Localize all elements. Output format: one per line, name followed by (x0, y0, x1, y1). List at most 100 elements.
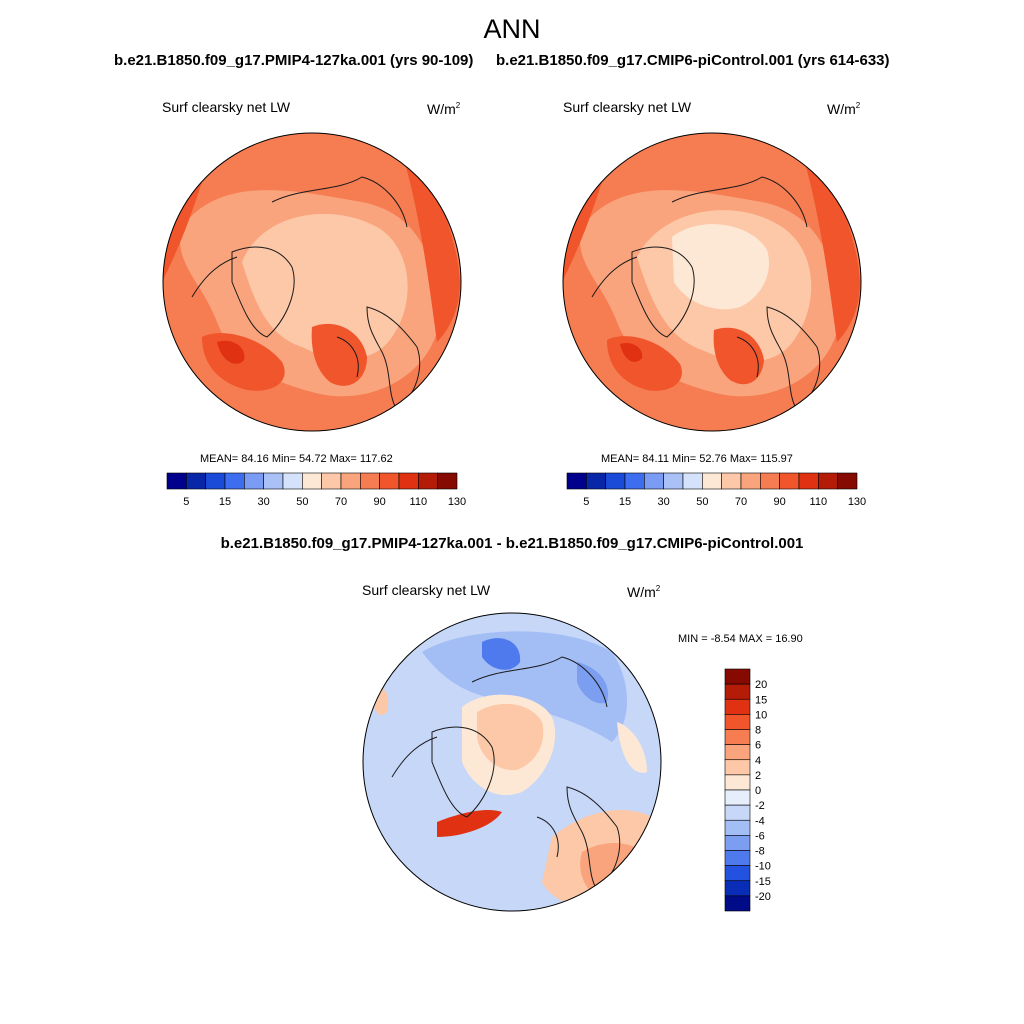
panel1-field-band-100b (311, 323, 367, 386)
panel3-colorbar-swatch (724, 835, 751, 851)
panel1-field-band-pacific (402, 152, 460, 342)
panel3-colorbar-tick-label: -15 (755, 876, 771, 888)
panel2-map-border (562, 132, 862, 432)
panel3-coastline-greenland (431, 726, 495, 818)
panel1-units: W/m2 (427, 101, 461, 117)
panel3-colorbar-tick-label: -2 (755, 800, 765, 812)
panel2-field-band-110 (620, 342, 643, 362)
panel2-colorbar-swatch (760, 472, 780, 490)
panel3-colorbar-tick-label: 6 (755, 740, 761, 752)
panel3-colorbar-tick-label: 15 (755, 694, 767, 706)
panel3-colorbar-tick-label: -10 (755, 861, 771, 873)
panel3-colorbar-tick-label: 20 (755, 679, 767, 691)
panel2-colorbar-swatch (721, 472, 742, 490)
panel3-colorbar-swatch (724, 683, 751, 700)
panel3-colorbar-tick-label: 10 (755, 709, 767, 721)
panel3-colorbar-tick-label: 4 (755, 755, 761, 767)
right-case-title: b.e21.B1850.f09_g17.CMIP6-piControl.001 … (496, 52, 890, 69)
panel1-colorbar-swatch (166, 472, 187, 490)
panel1-polar-map (162, 132, 462, 432)
panel2-colorbar-swatch (818, 472, 838, 490)
panel2-colorbar-swatch (682, 472, 703, 490)
panel1-stats: MEAN= 84.16 Min= 54.72 Max= 117.62 (200, 453, 393, 465)
panel1-colorbar-swatch (263, 472, 284, 490)
figure-title: ANN (483, 14, 541, 44)
panel2-colorbar-swatch (605, 472, 626, 490)
panel2-field-band-pacific (802, 152, 860, 342)
panel2-colorbar-tick-label: 110 (810, 496, 828, 508)
panel1-coastline-misc (191, 176, 408, 378)
panel2-units: W/m2 (827, 101, 861, 117)
panel3-colorbar-swatch (724, 774, 751, 791)
panel3-colorbar-swatch (724, 789, 751, 806)
panel1-colorbar-swatch (244, 472, 264, 490)
panel1-colorbar-swatch (205, 472, 226, 490)
panel3-colorbar-swatch (724, 865, 751, 882)
panel2-colorbar-tick-label: 130 (848, 496, 866, 508)
panel2-colorbar-swatch (644, 472, 664, 490)
panel3-field-neg-pacific (422, 631, 627, 742)
panel1-colorbar-swatch (340, 472, 361, 490)
panel3-field-neg-strong (482, 638, 521, 670)
panel2-polar-map (562, 132, 862, 432)
panel3-polar-map (362, 612, 662, 912)
panel1-colorbar-tick-label: 130 (448, 496, 466, 508)
panel1-colorbar: 5 15 30 50 70 90 110 130 (166, 472, 466, 508)
panel2-field-band-west (563, 182, 602, 282)
panel2-colorbar-tick-label: 70 (735, 496, 747, 508)
panel1-colorbar-swatch (321, 472, 342, 490)
panel1-colorbar-swatch (398, 472, 419, 490)
panel1-colorbar-swatch (186, 472, 206, 490)
panel2-stats: MEAN= 84.11 Min= 52.76 Max= 115.97 (601, 453, 793, 465)
panel3-variable-label: Surf clearsky net LW (362, 582, 491, 598)
panel3-field-pos-east (617, 722, 647, 773)
panel3-stats: MIN = -8.54 MAX = 16.90 (678, 633, 803, 645)
panel2-colorbar-tick-label: 30 (658, 496, 670, 508)
panel2-colorbar-tick-label: 5 (583, 496, 589, 508)
panel2-variable-label: Surf clearsky net LW (563, 99, 692, 115)
panel3-colorbar-tick-label: -4 (755, 815, 765, 827)
panel3-colorbar-swatch (724, 714, 751, 730)
panel2-colorbar-swatch (837, 472, 858, 490)
panel2-colorbar-tick-label: 50 (696, 496, 708, 508)
panel2-coastline-misc (591, 176, 808, 378)
panel3-colorbar-swatch (724, 744, 751, 761)
panel2-colorbar-swatch (779, 472, 800, 490)
panel3-colorbar-swatch (724, 880, 751, 897)
panel2-colorbar-swatch (586, 472, 606, 490)
panel1-colorbar-tick-label: 5 (183, 496, 189, 508)
panel1-colorbar-swatch (282, 472, 303, 490)
panel3-colorbar-tick-label: -8 (755, 846, 765, 858)
panel3-colorbar-swatch (724, 850, 751, 866)
panel3-map-border (362, 612, 662, 912)
panel1-field-band-110 (217, 340, 245, 364)
panel2-colorbar-swatch (663, 472, 684, 490)
panel3-colorbar-swatch (724, 698, 751, 715)
panel1-colorbar-tick-label: 30 (258, 496, 270, 508)
panel1-variable-label: Surf clearsky net LW (162, 99, 291, 115)
panel3-colorbar-tick-label: 0 (755, 785, 761, 797)
panel3-field-pos-greenland-edge (437, 810, 502, 837)
panel3-colorbar-swatch (724, 819, 751, 836)
panel3-coastline-misc (391, 656, 608, 858)
panel1-coastline-greenland (231, 246, 295, 338)
panel1-field-band-center (277, 229, 366, 306)
panel1-colorbar-tick-label: 70 (335, 496, 347, 508)
panel1-colorbar-swatch (360, 472, 380, 490)
panel1-colorbar-swatch (302, 472, 322, 490)
panel3-colorbar-tick-label: 2 (755, 770, 761, 782)
panel3-field-neg-mid (577, 662, 608, 704)
panel1-colorbar-swatch (437, 472, 458, 490)
panel1-colorbar-tick-label: 15 (219, 496, 231, 508)
panel1-colorbar-swatch (379, 472, 400, 490)
panel3-colorbar-swatch (724, 895, 751, 912)
panel2-colorbar-swatch (566, 472, 587, 490)
panel3-colorbar-swatch (724, 729, 751, 745)
panel3-units: W/m2 (627, 584, 661, 600)
panel3-colorbar-tick-label: -20 (755, 891, 771, 903)
panel2-colorbar-swatch (624, 472, 645, 490)
difference-title: b.e21.B1850.f09_g17.PMIP4-127ka.001 - b.… (220, 535, 804, 552)
panel1-map-border (162, 132, 462, 432)
panel3-colorbar-tick-label: 8 (755, 725, 761, 737)
